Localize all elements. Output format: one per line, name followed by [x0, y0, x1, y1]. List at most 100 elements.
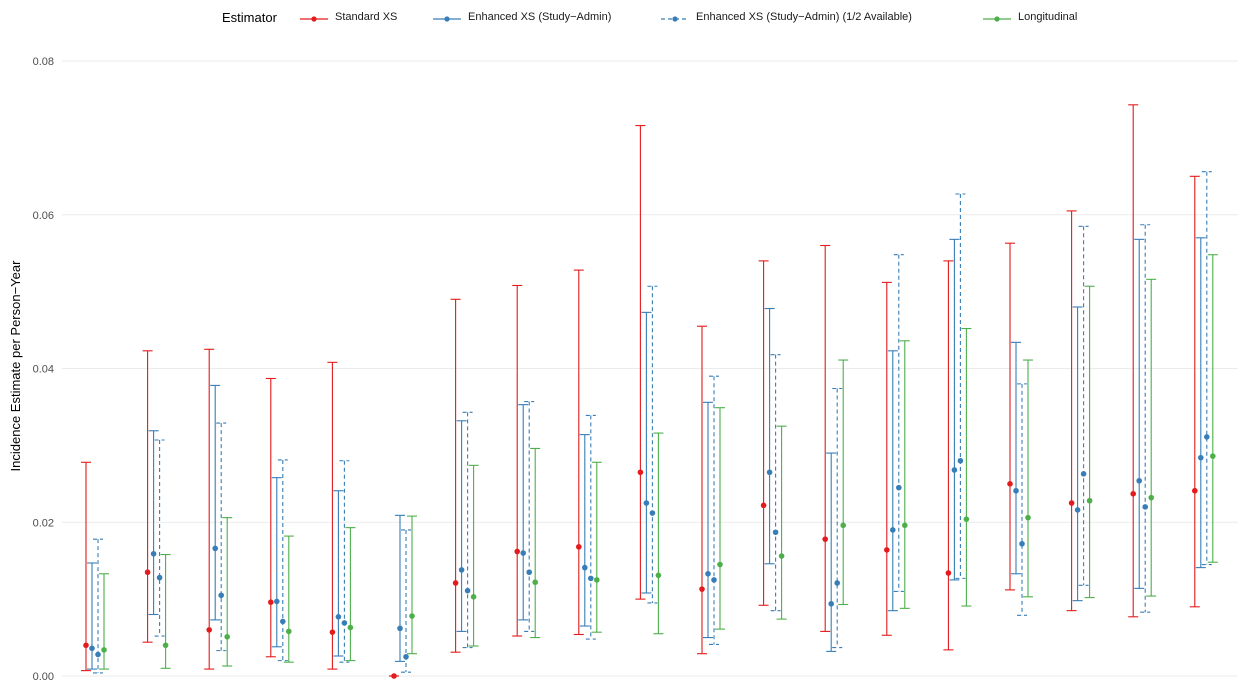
point-0-1	[144, 569, 151, 576]
point-2-16	[1080, 471, 1087, 477]
point-0-13	[884, 547, 890, 553]
point-1-5	[397, 625, 403, 632]
point-0-0	[83, 642, 89, 649]
point-2-14	[957, 457, 964, 464]
point-1-15	[1013, 487, 1019, 494]
legend-key-standard-xs	[300, 16, 328, 22]
point-3-11	[778, 553, 785, 559]
point-1-12	[828, 600, 834, 607]
point-1-9	[643, 500, 650, 506]
y-tick-label: 0.04	[33, 364, 54, 376]
point-2-1	[156, 574, 163, 581]
point-2-2	[218, 592, 224, 599]
point-3-13	[902, 522, 908, 529]
point-3-0	[101, 647, 107, 653]
point-3-5	[409, 613, 415, 619]
point-0-15	[1007, 481, 1013, 487]
point-3-10	[717, 561, 723, 568]
point-1-1	[150, 550, 157, 557]
gridlines	[62, 60, 1238, 677]
point-0-6	[452, 580, 459, 586]
point-0-3	[268, 599, 274, 605]
point-2-5	[403, 653, 409, 660]
point-1-0	[89, 645, 95, 652]
series-0	[81, 104, 1200, 679]
point-3-17	[1148, 494, 1154, 501]
point-0-10	[699, 586, 705, 592]
y-tick-labels: 0.00 0.02 0.04 0.06 0.08	[33, 56, 54, 683]
point-0-2	[206, 627, 212, 633]
point-3-1	[162, 642, 169, 649]
point-1-13	[890, 527, 896, 533]
point-0-5	[391, 673, 397, 679]
point-2-17	[1142, 504, 1148, 510]
y-tick-label: 0.08	[33, 56, 54, 68]
legend-key-enhanced-xs	[433, 16, 461, 22]
point-1-6	[458, 567, 465, 573]
point-2-8	[588, 575, 594, 582]
legend-key-longitudinal	[983, 16, 1011, 22]
y-tick-label: 0.02	[33, 517, 54, 529]
point-1-2	[212, 545, 218, 552]
point-1-11	[766, 469, 773, 476]
legend-label-standard-xs: Standard XS	[335, 11, 398, 23]
point-2-9	[649, 510, 656, 516]
point-3-15	[1025, 514, 1031, 521]
y-tick-label: 0.00	[33, 671, 54, 683]
series-2	[93, 171, 1212, 674]
point-0-7	[514, 548, 520, 555]
point-2-7	[526, 569, 532, 576]
legend-label-longitudinal: Longitudinal	[1018, 11, 1078, 23]
point-3-6	[470, 594, 477, 600]
point-3-9	[655, 572, 662, 579]
point-2-3	[280, 618, 286, 625]
point-2-13	[896, 484, 902, 491]
point-3-2	[224, 633, 230, 640]
point-1-14	[951, 467, 958, 473]
legend-title: Estimator	[222, 10, 277, 25]
legend-label-enhanced-xs: Enhanced XS (Study−Admin)	[468, 11, 612, 23]
point-3-18	[1210, 453, 1216, 459]
point-0-18	[1192, 487, 1198, 494]
point-1-7	[520, 550, 526, 556]
point-0-17	[1130, 491, 1136, 497]
point-0-12	[822, 536, 828, 542]
point-2-10	[711, 577, 717, 583]
point-2-18	[1204, 434, 1210, 440]
point-0-4	[329, 629, 336, 635]
y-axis-title: Incidence Estimate per Person−Year	[8, 260, 23, 472]
point-3-4	[347, 624, 354, 631]
point-3-7	[532, 579, 538, 586]
point-1-8	[582, 564, 588, 571]
point-3-3	[286, 628, 292, 635]
point-0-11	[760, 502, 767, 509]
legend-key-enhanced-xs-half	[661, 16, 689, 22]
point-2-11	[772, 529, 779, 536]
y-tick-label: 0.06	[33, 210, 54, 222]
point-2-15	[1019, 540, 1025, 547]
point-1-3	[274, 598, 280, 605]
point-3-14	[963, 516, 970, 522]
legend-label-enhanced-xs-half: Enhanced XS (Study−Admin) (1/2 Available…	[696, 11, 912, 23]
point-2-0	[95, 651, 101, 658]
point-1-18	[1198, 454, 1204, 461]
point-0-9	[637, 469, 644, 476]
point-0-8	[576, 544, 582, 550]
series-1	[87, 237, 1206, 670]
point-1-16	[1074, 507, 1081, 513]
point-2-12	[834, 580, 840, 586]
point-2-6	[464, 587, 471, 594]
legend: Estimator Standard XS Enhanced XS (Study…	[0, 9, 1241, 29]
point-3-16	[1086, 497, 1093, 504]
error-bar-marks	[81, 104, 1218, 679]
series-3	[99, 254, 1218, 670]
point-3-12	[840, 522, 846, 529]
point-0-16	[1068, 500, 1075, 506]
point-1-17	[1136, 477, 1142, 484]
point-0-14	[945, 570, 952, 576]
point-2-4	[341, 620, 348, 626]
point-1-10	[705, 570, 711, 577]
point-3-8	[594, 577, 600, 583]
point-1-4	[335, 614, 342, 620]
